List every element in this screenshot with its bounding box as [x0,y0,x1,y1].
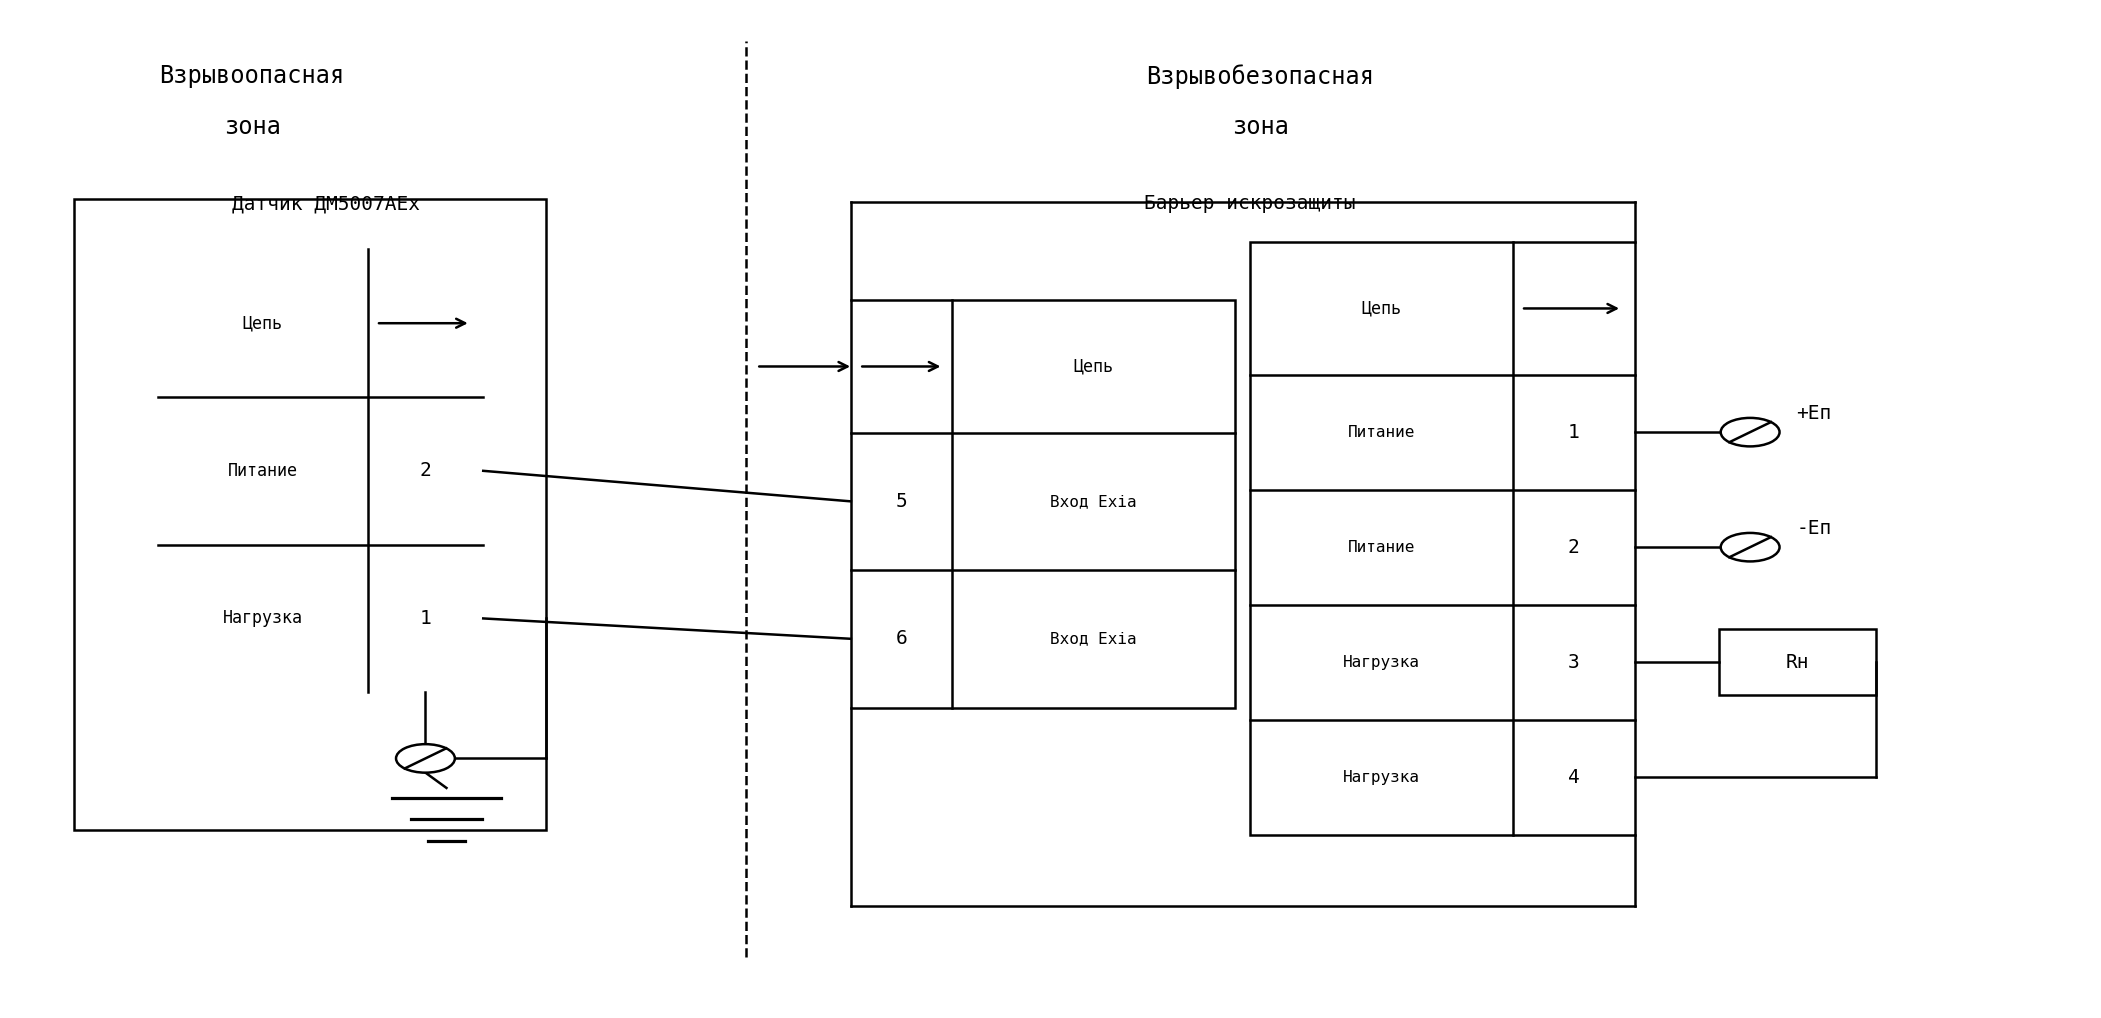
Text: 2: 2 [420,461,431,480]
Text: +Еп: +Еп [1796,404,1832,423]
Text: Цепь: Цепь [242,315,284,332]
Text: 6: 6 [895,629,908,648]
Text: Питание: Питание [227,462,298,479]
Text: зона: зона [223,115,282,139]
Bar [158,249,483,692]
Bar [74,199,546,830]
Text: Вход Ехia: Вход Ехia [1050,631,1137,646]
Text: зона: зона [1231,115,1290,139]
Text: Rн: Rн [1786,653,1809,672]
Text: Цепь: Цепь [1074,357,1114,376]
Text: Питание: Питание [1347,540,1416,555]
Circle shape [1721,533,1780,562]
Text: 5: 5 [895,492,908,511]
Text: 1: 1 [1567,422,1580,442]
Text: 2: 2 [1567,538,1580,557]
Text: Вход Ехia: Вход Ехia [1050,494,1137,509]
Text: Нагрузка: Нагрузка [1343,655,1420,670]
Bar [851,300,1235,708]
Text: Барьер искрозащиты: Барьер искрозащиты [1145,194,1355,213]
Text: 3: 3 [1567,653,1580,672]
Text: Взрывобезопасная: Взрывобезопасная [1147,64,1374,89]
Text: Датчик ДМ5007АЕх: Датчик ДМ5007АЕх [231,194,420,213]
Circle shape [1721,418,1780,447]
Circle shape [395,744,454,773]
Text: -Еп: -Еп [1796,519,1832,539]
Bar [1719,629,1876,695]
Text: Нагрузка: Нагрузка [223,610,303,627]
Text: Взрывоопасная: Взрывоопасная [160,64,345,89]
Text: 4: 4 [1567,768,1580,787]
Text: Питание: Питание [1347,425,1416,440]
Text: Цепь: Цепь [1361,299,1401,318]
Text: 1: 1 [420,609,431,628]
Bar [1250,242,1635,835]
Text: Нагрузка: Нагрузка [1343,770,1420,785]
